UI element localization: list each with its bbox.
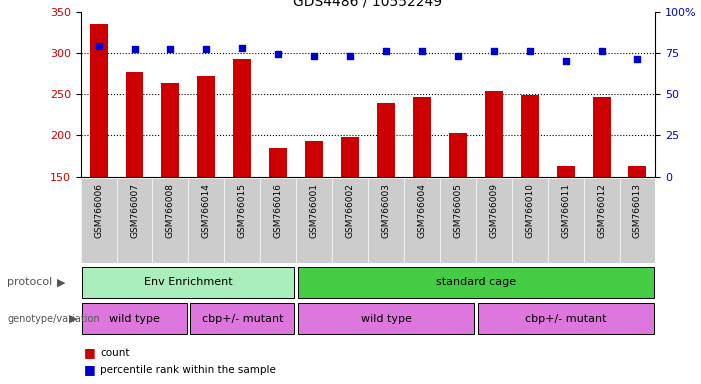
Point	[488, 48, 499, 54]
Text: GSM766009: GSM766009	[489, 183, 498, 238]
Text: GSM766007: GSM766007	[130, 183, 139, 238]
Text: GSM766015: GSM766015	[238, 183, 247, 238]
Bar	[629, 166, 646, 177]
Text: cbp+/- mutant: cbp+/- mutant	[525, 314, 606, 324]
Text: GSM766001: GSM766001	[310, 183, 319, 238]
Point	[93, 43, 104, 49]
Bar	[521, 95, 538, 177]
Text: wild type: wild type	[109, 314, 160, 324]
Point	[416, 48, 428, 54]
Point	[381, 48, 392, 54]
Bar	[341, 137, 359, 177]
Point	[596, 48, 607, 54]
Bar	[90, 24, 107, 177]
Point	[632, 56, 643, 63]
Point	[560, 58, 571, 64]
Bar	[125, 72, 144, 177]
Text: GSM766003: GSM766003	[381, 183, 390, 238]
Text: ▶: ▶	[57, 277, 66, 287]
Text: genotype/variation: genotype/variation	[7, 314, 100, 324]
Text: wild type: wild type	[360, 314, 411, 324]
Text: GSM766006: GSM766006	[94, 183, 103, 238]
Bar	[233, 60, 251, 177]
Text: ▶: ▶	[69, 314, 78, 324]
Text: standard cage: standard cage	[436, 277, 516, 287]
Bar	[190, 303, 294, 334]
Point	[524, 48, 536, 54]
Bar	[298, 267, 653, 298]
Text: Env Enrichment: Env Enrichment	[144, 277, 233, 287]
Text: protocol: protocol	[7, 277, 53, 287]
Bar	[557, 166, 575, 177]
Point	[129, 46, 140, 53]
Bar	[161, 83, 179, 177]
Text: percentile rank within the sample: percentile rank within the sample	[100, 364, 276, 375]
Title: GDS4486 / 10552249: GDS4486 / 10552249	[294, 0, 442, 9]
Point	[165, 46, 176, 53]
Bar	[592, 96, 611, 177]
Text: count: count	[100, 348, 130, 358]
Bar	[83, 303, 186, 334]
Text: GSM766012: GSM766012	[597, 183, 606, 238]
Point	[308, 53, 320, 59]
Point	[273, 51, 284, 58]
Bar	[198, 76, 215, 177]
Text: GSM766002: GSM766002	[346, 183, 355, 238]
Text: GSM766010: GSM766010	[525, 183, 534, 238]
Bar	[449, 133, 467, 177]
Bar	[83, 267, 294, 298]
Text: GSM766016: GSM766016	[273, 183, 283, 238]
Bar	[298, 303, 474, 334]
Text: GSM766011: GSM766011	[561, 183, 570, 238]
Text: GSM766004: GSM766004	[417, 183, 426, 238]
Bar	[305, 141, 323, 177]
Bar	[269, 148, 287, 177]
Point	[344, 53, 355, 59]
Point	[200, 46, 212, 53]
Point	[452, 53, 463, 59]
Text: cbp+/- mutant: cbp+/- mutant	[201, 314, 283, 324]
Text: GSM766013: GSM766013	[633, 183, 642, 238]
Text: ■: ■	[84, 363, 96, 376]
Text: GSM766008: GSM766008	[166, 183, 175, 238]
Bar	[377, 103, 395, 177]
Bar	[477, 303, 653, 334]
Bar	[485, 91, 503, 177]
Point	[237, 45, 248, 51]
Text: ■: ■	[84, 346, 96, 359]
Bar	[413, 96, 431, 177]
Text: GSM766005: GSM766005	[454, 183, 463, 238]
Text: GSM766014: GSM766014	[202, 183, 211, 238]
